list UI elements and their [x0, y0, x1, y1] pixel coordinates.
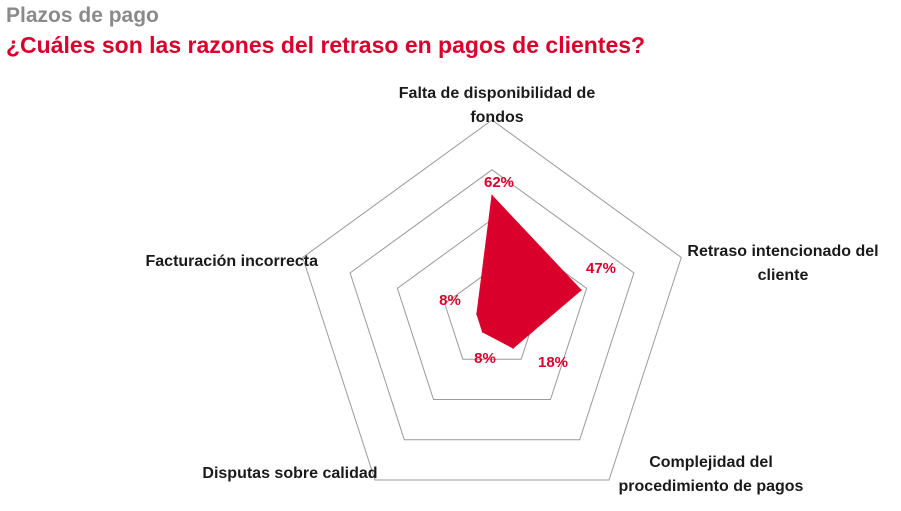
grid-ring-3: [349, 169, 635, 441]
radar-grid: [302, 119, 682, 481]
section-title: Plazos de pago: [6, 4, 159, 27]
axis-label-4: Facturación incorrecta: [146, 253, 319, 270]
axis-label-0: Falta de disponibilidad de fondos: [399, 85, 596, 126]
axis-label-3: Disputas sobre calidad: [202, 465, 377, 482]
axis-label-1: Retraso intencionado del cliente: [687, 243, 878, 284]
axis-label-1-line-0: Retraso intencionado del: [687, 243, 878, 260]
axis-label-0-line-0: Falta de disponibilidad de: [399, 85, 596, 102]
axis-label-0-line-1: fondos: [470, 109, 523, 126]
radar-axis-labels: Falta de disponibilidad de fondos Retraso …: [146, 85, 879, 495]
radar-value-labels: 62% 47% 18% 8% 8%: [439, 174, 616, 371]
data-point-4: [476, 313, 478, 315]
series-area: [476, 194, 582, 349]
chart-title: ¿Cuáles son las razones del retraso en p…: [6, 32, 646, 58]
value-label-2: 18%: [538, 354, 568, 371]
data-point-3: [481, 331, 484, 333]
radar-series: [476, 194, 582, 349]
axis-label-2: Complejidad del procedimiento de pagos: [619, 454, 804, 495]
grid-ring-2: [396, 218, 588, 400]
axis-label-1-line-1: cliente: [758, 267, 809, 284]
axis-label-4-line-0: Facturación incorrecta: [146, 253, 319, 270]
value-label-0: 62%: [484, 174, 514, 191]
value-label-4: 8%: [439, 292, 461, 309]
axis-label-3-line-0: Disputas sobre calidad: [202, 465, 377, 482]
value-label-3: 8%: [474, 350, 496, 367]
value-label-1: 47%: [586, 260, 616, 277]
axis-label-2-line-1: procedimiento de pagos: [619, 478, 804, 495]
data-point-0: [491, 194, 493, 197]
data-point-1: [580, 289, 582, 291]
data-point-2: [512, 347, 514, 349]
grid-ring-4: [302, 119, 682, 481]
chart-header: Plazos de pago ¿Cuáles son las razones d…: [6, 2, 886, 60]
axis-label-2-line-0: Complejidad del: [649, 454, 773, 471]
